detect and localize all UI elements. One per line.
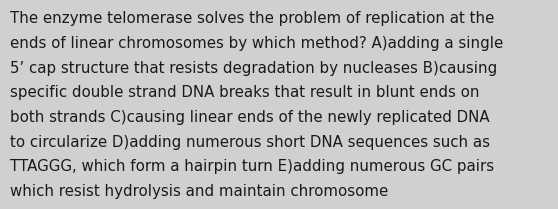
Text: to circularize D)adding numerous short DNA sequences such as: to circularize D)adding numerous short D… (10, 135, 490, 150)
Text: 5’ cap structure that resists degradation by nucleases B)causing: 5’ cap structure that resists degradatio… (10, 61, 497, 76)
Text: which resist hydrolysis and maintain chromosome: which resist hydrolysis and maintain chr… (10, 184, 388, 199)
Text: The enzyme telomerase solves the problem of replication at the: The enzyme telomerase solves the problem… (10, 11, 494, 27)
Text: both strands C)causing linear ends of the newly replicated DNA: both strands C)causing linear ends of th… (10, 110, 490, 125)
Text: TTAGGG, which form a hairpin turn E)adding numerous GC pairs: TTAGGG, which form a hairpin turn E)addi… (10, 159, 494, 175)
Text: ends of linear chromosomes by which method? A)adding a single: ends of linear chromosomes by which meth… (10, 36, 503, 51)
Text: specific double strand DNA breaks that result in blunt ends on: specific double strand DNA breaks that r… (10, 85, 479, 101)
